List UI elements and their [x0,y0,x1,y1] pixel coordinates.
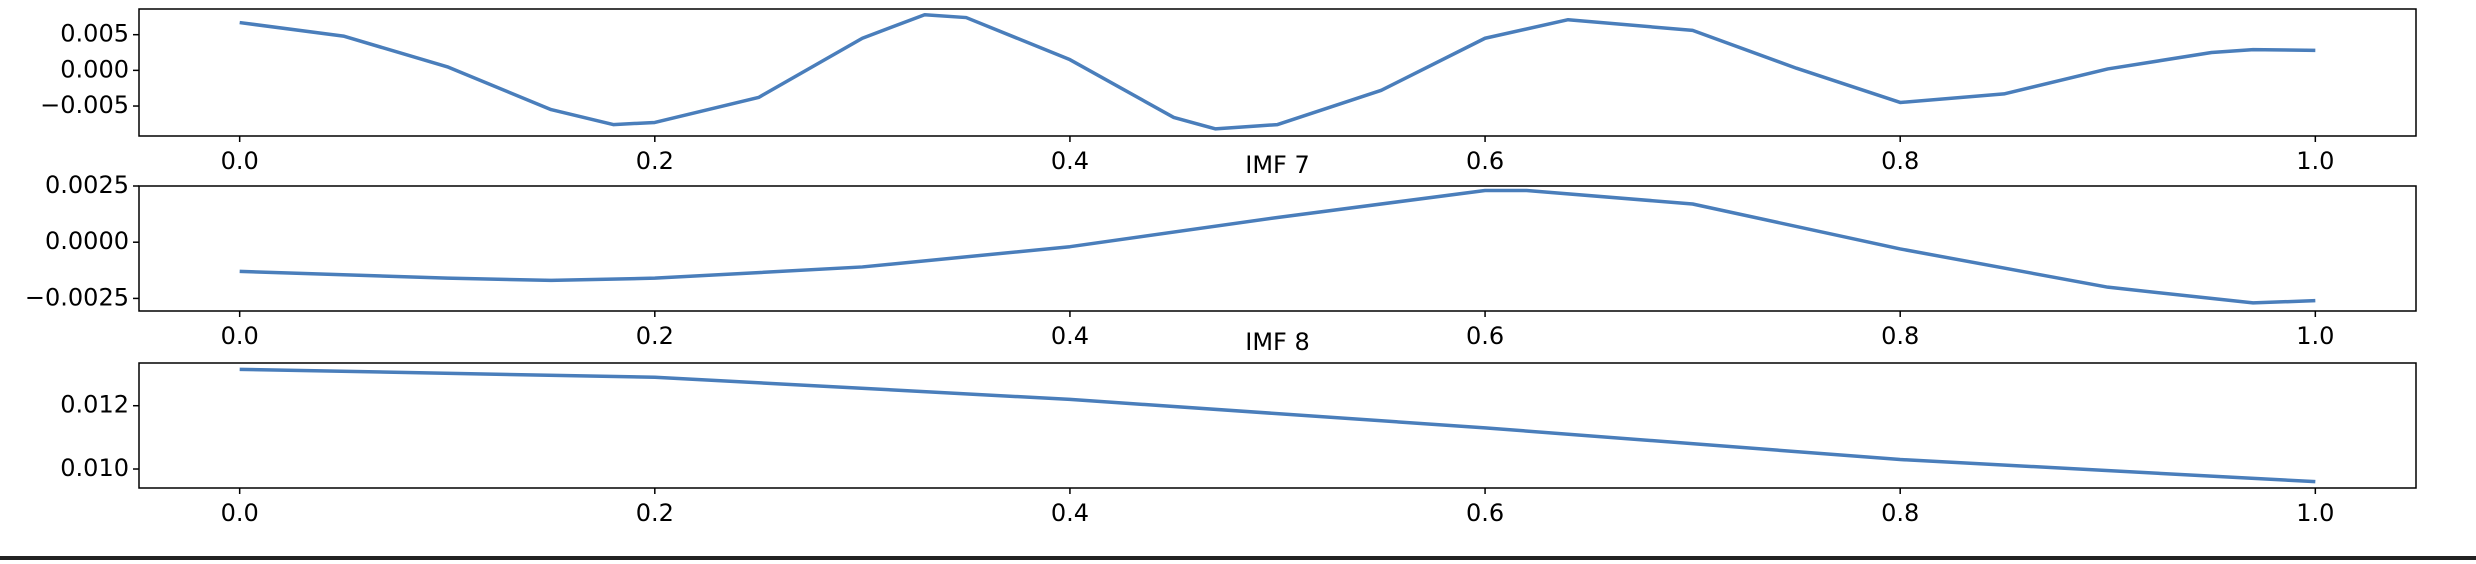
line [239,367,2316,484]
y-tick-label: 0.0025 [45,171,129,199]
panel-title: IMF 8 [1245,328,1310,356]
x-tick-label: 1.0 [2296,322,2334,350]
x-tick-label: 0.6 [1466,147,1504,175]
y-tick-label: 0.005 [60,20,129,48]
x-tick-label: 0.4 [1051,322,1089,350]
x-tick-label: 0.0 [221,147,259,175]
x-tick-label: 0.6 [1466,499,1504,527]
x-tick-label: 1.0 [2296,499,2334,527]
x-tick-label: 0.2 [636,499,674,527]
x-tick-label: 0.0 [221,322,259,350]
x-tick-label: 0.8 [1881,322,1919,350]
y-tick-label: 0.000 [60,55,129,83]
y-tick-label: −0.005 [40,91,129,119]
x-tick-label: 0.4 [1051,499,1089,527]
axes-frame [138,185,2417,312]
line [239,12,2316,131]
line [239,188,2316,305]
x-tick-label: 0.2 [636,322,674,350]
x-tick-label: 0.4 [1051,147,1089,175]
x-tick-label: 0.2 [636,147,674,175]
x-tick-label: 0.8 [1881,499,1919,527]
axes-frame [138,362,2417,489]
x-tick-label: 0.8 [1881,147,1919,175]
x-tick-label: 0.6 [1466,322,1504,350]
axes-frame [138,8,2417,137]
y-tick-label: 0.0000 [45,227,129,255]
panel-title: IMF 7 [1245,151,1310,179]
y-tick-label: −0.0025 [25,283,129,311]
y-tick-label: 0.012 [60,391,129,419]
y-tick-label: 0.010 [60,454,129,482]
x-tick-label: 1.0 [2296,147,2334,175]
x-tick-label: 0.0 [221,499,259,527]
